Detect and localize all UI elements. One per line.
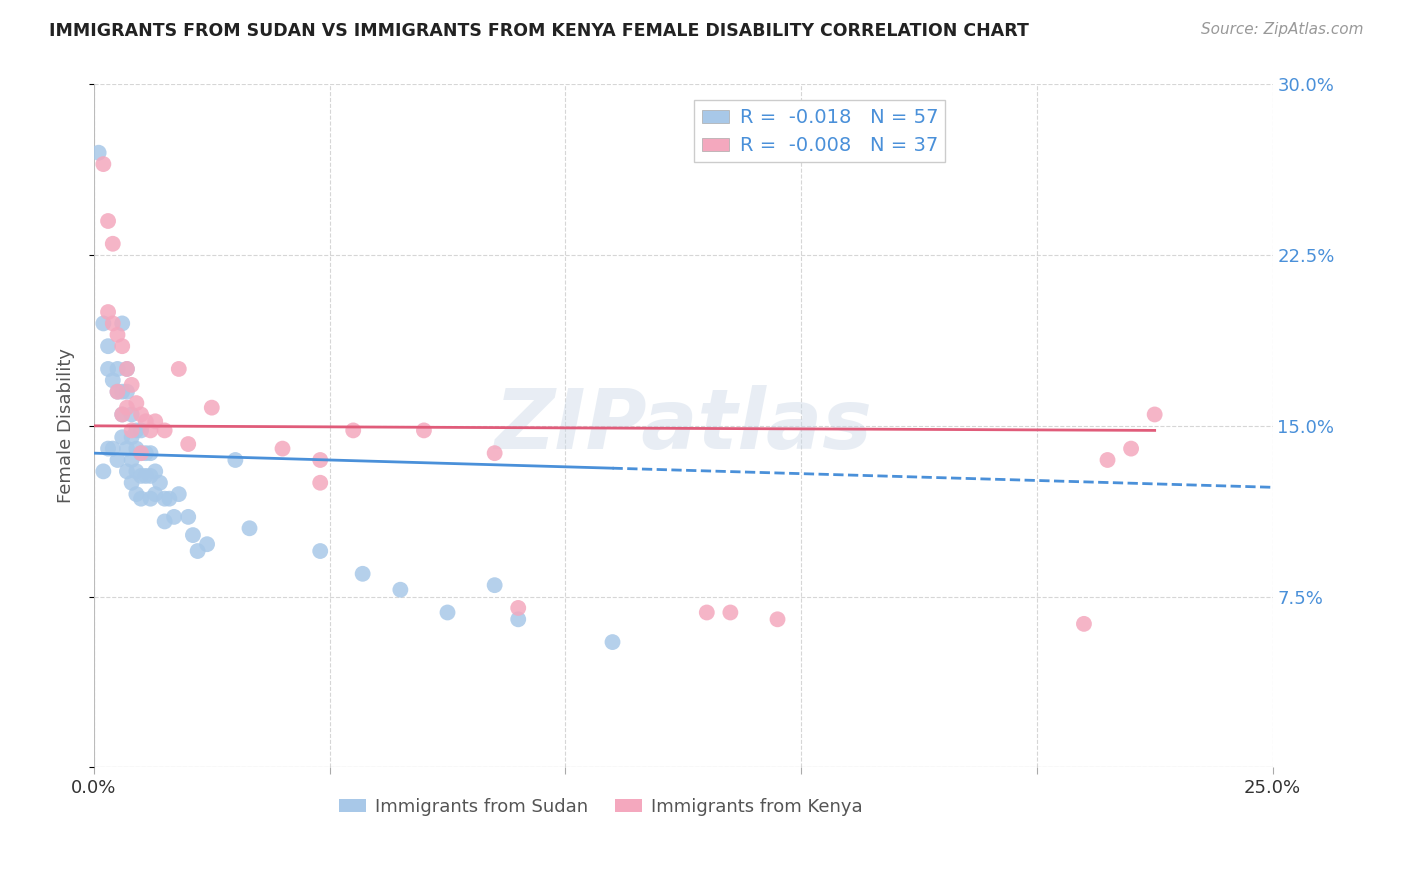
Point	[139, 424, 162, 438]
Point	[115, 362, 138, 376]
Point	[121, 453, 143, 467]
Point	[107, 384, 129, 399]
Point	[115, 442, 138, 456]
Point	[115, 362, 138, 376]
Point	[121, 424, 143, 438]
Point	[129, 446, 152, 460]
Point	[181, 528, 204, 542]
Point	[508, 601, 530, 615]
Point	[157, 491, 180, 506]
Point	[115, 384, 138, 399]
Point	[1097, 453, 1119, 467]
Point	[107, 453, 129, 467]
Point	[271, 442, 294, 456]
Point	[129, 491, 152, 506]
Point	[135, 469, 157, 483]
Point	[93, 464, 115, 478]
Point	[1073, 616, 1095, 631]
Point	[111, 339, 134, 353]
Point	[101, 236, 124, 251]
Point	[238, 521, 260, 535]
Point	[177, 509, 200, 524]
Point	[101, 317, 124, 331]
Point	[153, 515, 176, 529]
Point	[107, 362, 129, 376]
Point	[508, 612, 530, 626]
Point	[195, 537, 218, 551]
Text: Source: ZipAtlas.com: Source: ZipAtlas.com	[1201, 22, 1364, 37]
Point	[93, 157, 115, 171]
Point	[97, 214, 120, 228]
Point	[139, 491, 162, 506]
Point	[129, 469, 152, 483]
Point	[121, 408, 143, 422]
Point	[125, 424, 148, 438]
Point	[111, 317, 134, 331]
Point	[167, 487, 190, 501]
Point	[163, 509, 186, 524]
Point	[143, 487, 166, 501]
Point	[125, 464, 148, 478]
Point	[97, 362, 120, 376]
Point	[125, 442, 148, 456]
Point	[125, 396, 148, 410]
Point	[111, 408, 134, 422]
Point	[115, 464, 138, 478]
Point	[696, 606, 718, 620]
Point	[121, 377, 143, 392]
Point	[1119, 442, 1142, 456]
Point	[97, 305, 120, 319]
Point	[121, 475, 143, 490]
Point	[718, 606, 741, 620]
Point	[602, 635, 624, 649]
Legend: Immigrants from Sudan, Immigrants from Kenya: Immigrants from Sudan, Immigrants from K…	[332, 790, 870, 823]
Text: IMMIGRANTS FROM SUDAN VS IMMIGRANTS FROM KENYA FEMALE DISABILITY CORRELATION CHA: IMMIGRANTS FROM SUDAN VS IMMIGRANTS FROM…	[49, 22, 1029, 40]
Point	[111, 430, 134, 444]
Point	[107, 384, 129, 399]
Point	[101, 373, 124, 387]
Point	[135, 414, 157, 428]
Point	[139, 446, 162, 460]
Point	[1143, 408, 1166, 422]
Point	[201, 401, 224, 415]
Point	[309, 544, 332, 558]
Y-axis label: Female Disability: Female Disability	[58, 349, 75, 503]
Point	[121, 430, 143, 444]
Point	[129, 408, 152, 422]
Point	[87, 145, 110, 160]
Point	[224, 453, 246, 467]
Point	[177, 437, 200, 451]
Point	[111, 408, 134, 422]
Point	[149, 475, 172, 490]
Point	[129, 446, 152, 460]
Point	[167, 362, 190, 376]
Point	[143, 464, 166, 478]
Point	[352, 566, 374, 581]
Point	[107, 327, 129, 342]
Point	[97, 442, 120, 456]
Point	[97, 339, 120, 353]
Point	[135, 446, 157, 460]
Point	[111, 384, 134, 399]
Point	[484, 578, 506, 592]
Point	[129, 424, 152, 438]
Point	[309, 475, 332, 490]
Point	[484, 446, 506, 460]
Point	[389, 582, 412, 597]
Point	[115, 401, 138, 415]
Point	[153, 424, 176, 438]
Point	[342, 424, 364, 438]
Point	[413, 424, 436, 438]
Point	[187, 544, 209, 558]
Point	[101, 442, 124, 456]
Point	[153, 491, 176, 506]
Point	[143, 414, 166, 428]
Point	[139, 469, 162, 483]
Point	[93, 317, 115, 331]
Point	[766, 612, 789, 626]
Point	[125, 487, 148, 501]
Text: ZIPatlas: ZIPatlas	[495, 385, 872, 467]
Point	[309, 453, 332, 467]
Point	[436, 606, 458, 620]
